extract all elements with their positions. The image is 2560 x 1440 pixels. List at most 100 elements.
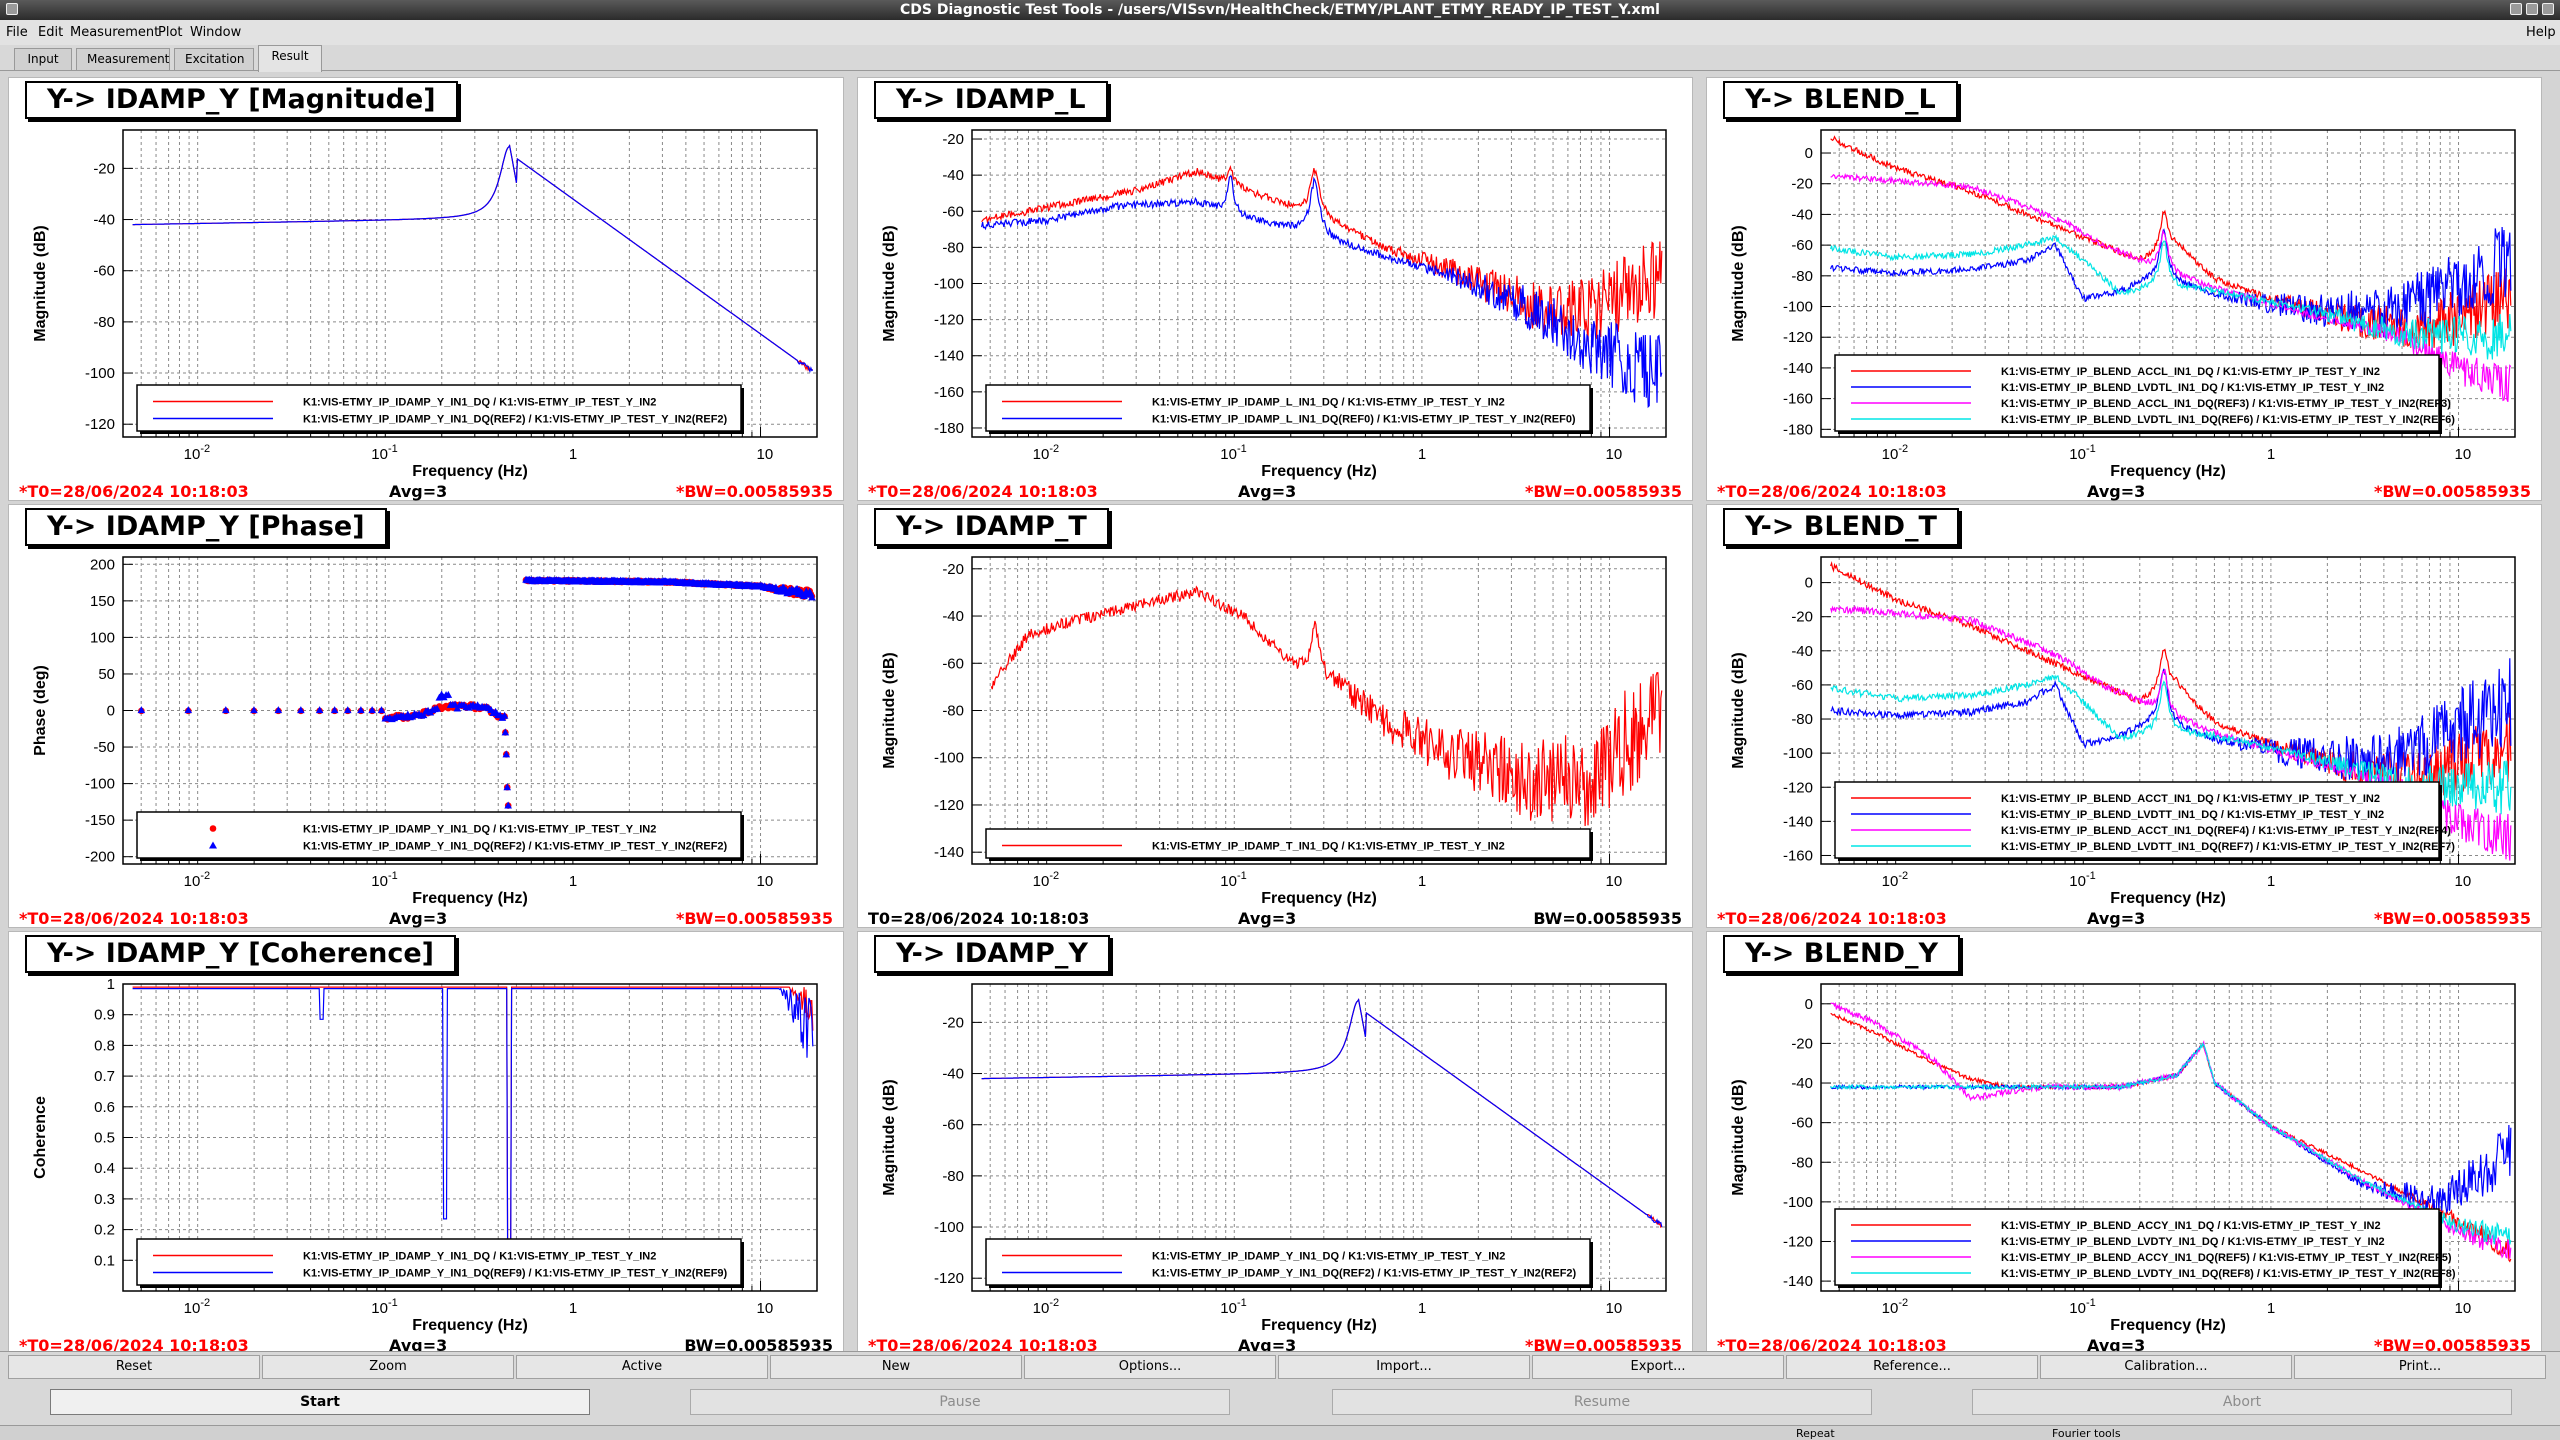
plot-panel-2[interactable]: 10-2 10-1 1 10 -180 -160 -140 -120 -100 -80 -60 -40… xyxy=(857,77,1693,501)
x-tick-label: 10-2 xyxy=(184,870,210,890)
y-axis-label: Magnitude (dB) xyxy=(881,652,898,768)
y-tick-label: -20 xyxy=(942,1014,964,1031)
y-tick-label: -20 xyxy=(93,160,115,177)
plot-canvas[interactable]: 10-2 10-1 1 10 -160 -140 -120 -100 -80 -60 -40 -20 0… xyxy=(1707,505,2543,929)
averages-label: Avg=3 xyxy=(1238,909,1297,928)
y-tick-label: -140 xyxy=(1783,360,1813,377)
options-button[interactable]: Options... xyxy=(1024,1355,1276,1379)
tab-measurement[interactable]: Measurement xyxy=(76,48,170,70)
menu-window[interactable]: Window xyxy=(190,25,242,40)
menu-measurement[interactable]: Measurement xyxy=(70,25,160,40)
tab-excitation[interactable]: Excitation xyxy=(174,48,254,70)
menu-help[interactable]: Help xyxy=(2526,25,2556,40)
y-tick-label: -120 xyxy=(1783,779,1813,796)
x-tick-label: 1 xyxy=(569,873,577,890)
tab-result[interactable]: Result xyxy=(258,45,322,72)
y-tick-label: -80 xyxy=(93,314,115,331)
plot-panel-4[interactable]: 10-2 10-1 1 10 -200 -150 -100 -50 0 50 100 150 200 Fr… xyxy=(8,504,844,928)
menu-plot[interactable]: Plot xyxy=(158,25,183,40)
bandwidth-label: *BW=0.00585935 xyxy=(2373,909,2531,928)
window-menu-icon[interactable] xyxy=(6,3,18,15)
menu-edit[interactable]: Edit xyxy=(38,25,64,40)
plot-canvas[interactable]: 10-2 10-1 1 10 -180 -160 -140 -120 -100 -80 -60 -40… xyxy=(858,78,1694,502)
y-tick-label: -40 xyxy=(93,212,115,229)
legend: K1:VIS-ETMY_IP_IDAMP_Y_IN1_DQ / K1:VIS-E… xyxy=(136,384,744,434)
x-axis-label: Frequency (Hz) xyxy=(1261,1317,1377,1334)
close-icon[interactable] xyxy=(2542,3,2554,15)
averages-label: Avg=3 xyxy=(2087,482,2146,501)
plot-panel-3[interactable]: 10-2 10-1 1 10 -180 -160 -140 -120 -100 -80 -60 -40… xyxy=(1706,77,2542,501)
y-tick-label: -40 xyxy=(1791,206,1813,223)
averages-label: Avg=3 xyxy=(1238,1336,1297,1355)
y-tick-label: 0 xyxy=(1805,996,1813,1013)
menu-file[interactable]: File xyxy=(6,25,28,40)
plot-panel-1[interactable]: 10-2 10-1 1 10 -120 -100 -80 -60 -40 -20 Frequency… xyxy=(8,77,844,501)
zoom-button[interactable]: Zoom xyxy=(262,1355,514,1379)
legend-entry: K1:VIS-ETMY_IP_IDAMP_Y_IN1_DQ / K1:VIS-E… xyxy=(1152,1251,1505,1263)
y-tick-label: 150 xyxy=(90,593,115,610)
y-axis-label: Coherence xyxy=(32,1096,49,1179)
plot-panel-5[interactable]: 10-2 10-1 1 10 -140 -120 -100 -80 -60 -40 -20 Frequ… xyxy=(857,504,1693,928)
start-time-label: *T0=28/06/2024 10:18:03 xyxy=(868,482,1098,501)
pause-button[interactable]: Pause xyxy=(690,1389,1230,1415)
x-tick-label: 10 xyxy=(1606,873,1623,890)
calibration-button[interactable]: Calibration... xyxy=(2040,1355,2292,1379)
start-button[interactable]: Start xyxy=(50,1389,590,1415)
axes-frame xyxy=(1820,983,2516,1292)
y-tick-label: -40 xyxy=(942,167,964,184)
series-point xyxy=(433,704,441,712)
y-tick-label: -100 xyxy=(1783,745,1813,762)
series-point xyxy=(368,706,376,714)
y-tick-label: -60 xyxy=(93,263,115,280)
abort-button[interactable]: Abort xyxy=(1972,1389,2512,1415)
reset-button[interactable]: Reset xyxy=(8,1355,260,1379)
plot-panel-7[interactable]: 10-2 10-1 1 10 0.1 0.2 0.3 0.4 0.5 0.6 0.7 0.8 0.9 1 F… xyxy=(8,931,844,1355)
plot-title: Y-> IDAMP_Y [Phase] xyxy=(25,508,387,546)
bandwidth-label: *BW=0.00585935 xyxy=(1524,482,1682,501)
y-tick-label: -120 xyxy=(1783,329,1813,346)
print-button[interactable]: Print... xyxy=(2294,1355,2546,1379)
plot-canvas[interactable]: 10-2 10-1 1 10 -120 -100 -80 -60 -40 -20 Frequency… xyxy=(9,78,845,502)
series-2-line xyxy=(1830,658,2512,785)
y-tick-label: 0 xyxy=(107,703,115,720)
legend: K1:VIS-ETMY_IP_BLEND_ACCL_IN1_DQ / K1:VI… xyxy=(1834,354,2455,434)
axes-frame xyxy=(971,983,1667,1292)
x-tick-label: 1 xyxy=(2267,873,2275,890)
resume-button[interactable]: Resume xyxy=(1332,1389,1872,1415)
plot-panel-9[interactable]: 10-2 10-1 1 10 -140 -120 -100 -80 -60 -40 -20 0 Freq… xyxy=(1706,931,2542,1355)
import-button[interactable]: Import... xyxy=(1278,1355,1530,1379)
plot-panel-8[interactable]: 10-2 10-1 1 10 -120 -100 -80 -60 -40 -20 Frequency… xyxy=(857,931,1693,1355)
export-button[interactable]: Export... xyxy=(1532,1355,1784,1379)
plot-footer: *T0=28/06/2024 10:18:03 Avg=3 *BW=0.005859… xyxy=(9,480,845,502)
status-repeat: Repeat xyxy=(1796,1427,1835,1440)
active-button[interactable]: Active xyxy=(516,1355,768,1379)
bandwidth-label: *BW=0.00585935 xyxy=(2373,482,2531,501)
new-button[interactable]: New xyxy=(770,1355,1022,1379)
legend-entry: K1:VIS-ETMY_IP_IDAMP_Y_IN1_DQ(REF9) / K1… xyxy=(303,1268,728,1280)
maximize-icon[interactable] xyxy=(2526,3,2538,15)
plot-canvas[interactable]: 10-2 10-1 1 10 -200 -150 -100 -50 0 50 100 150 200 Fr… xyxy=(9,505,845,929)
reference-button[interactable]: Reference... xyxy=(1786,1355,2038,1379)
y-tick-label: -120 xyxy=(934,312,964,329)
plot-panel-6[interactable]: 10-2 10-1 1 10 -160 -140 -120 -100 -80 -60 -40 -20 0… xyxy=(1706,504,2542,928)
legend-entry: K1:VIS-ETMY_IP_BLEND_LVDTL_IN1_DQ / K1:V… xyxy=(2001,382,2384,394)
y-tick-label: 200 xyxy=(90,556,115,573)
y-tick-label: -60 xyxy=(1791,1115,1813,1132)
axes-frame xyxy=(1820,129,2516,438)
plot-canvas[interactable]: 10-2 10-1 1 10 -120 -100 -80 -60 -40 -20 Frequency… xyxy=(858,932,1694,1356)
legend-entry: K1:VIS-ETMY_IP_BLEND_LVDTT_IN1_DQ(REF7) … xyxy=(2001,841,2455,853)
plot-title: Y-> BLEND_Y xyxy=(1723,935,1961,973)
minimize-icon[interactable] xyxy=(2510,3,2522,15)
legend-marker xyxy=(209,825,217,832)
tab-input[interactable]: Input xyxy=(14,48,72,70)
plot-canvas[interactable]: 10-2 10-1 1 10 -180 -160 -140 -120 -100 -80 -60 -40… xyxy=(1707,78,2543,502)
plot-canvas[interactable]: 10-2 10-1 1 10 -140 -120 -100 -80 -60 -40 -20 Frequ… xyxy=(858,505,1694,929)
legend-entry: K1:VIS-ETMY_IP_IDAMP_Y_IN1_DQ(REF2) / K1… xyxy=(1152,1268,1577,1280)
x-tick-label: 10-1 xyxy=(371,870,397,890)
legend-entry: K1:VIS-ETMY_IP_BLEND_LVDTT_IN1_DQ / K1:V… xyxy=(2001,809,2384,821)
plot-canvas[interactable]: 10-2 10-1 1 10 0.1 0.2 0.3 0.4 0.5 0.6 0.7 0.8 0.9 1 F… xyxy=(9,932,845,1356)
x-tick-label: 10-2 xyxy=(1033,1297,1059,1317)
plot-canvas[interactable]: 10-2 10-1 1 10 -140 -120 -100 -80 -60 -40 -20 0 Freq… xyxy=(1707,932,2543,1356)
y-tick-label: -20 xyxy=(1791,176,1813,193)
x-tick-label: 10-1 xyxy=(371,1297,397,1317)
